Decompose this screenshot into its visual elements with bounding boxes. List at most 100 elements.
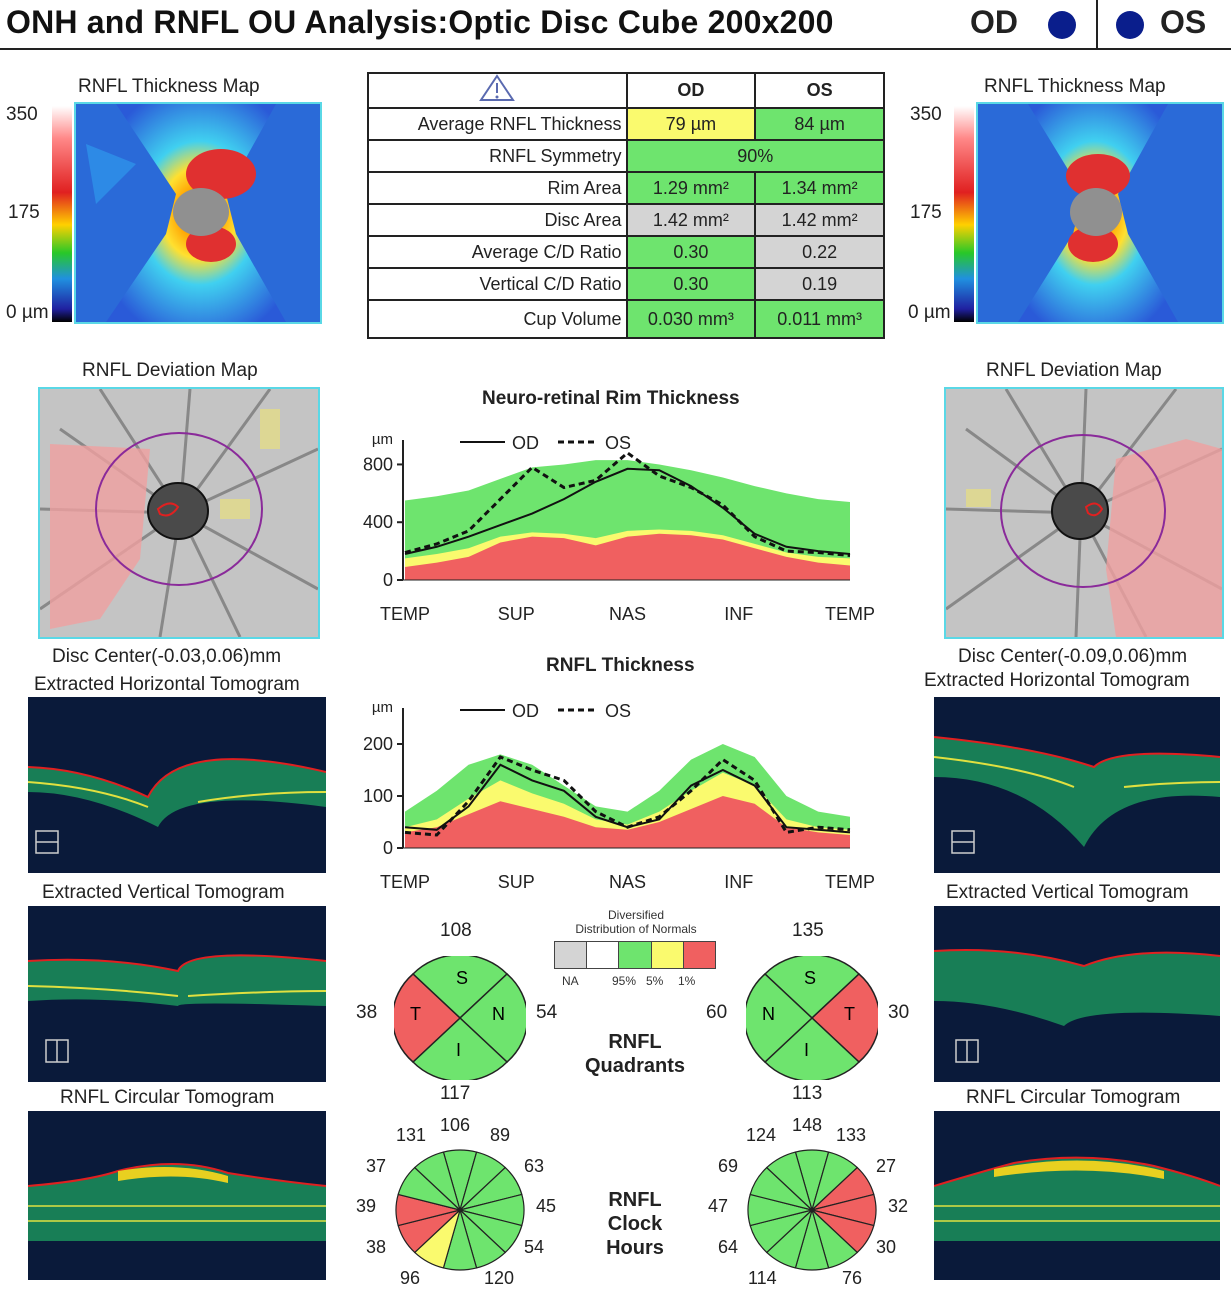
parameter-table: OD OS Average RNFL Thickness 79 µm 84 µm…: [367, 72, 885, 339]
os-eye-dot-icon: [1116, 11, 1144, 39]
od-label: OD: [970, 4, 1018, 40]
os-clock-value: 47: [708, 1196, 729, 1216]
clock-title-line1: RNFL: [608, 1189, 662, 1211]
normals-legend-heading: Distribution of Normals: [575, 922, 697, 936]
os-clock-value: 76: [842, 1268, 863, 1288]
quadrant-pie-os: S T I N: [746, 956, 878, 1080]
y-tick-label: 100: [363, 786, 393, 806]
scale-min-od: 0 µm: [6, 302, 49, 323]
quad-os-i-value: 113: [792, 1083, 823, 1104]
deviation-map-os: [944, 387, 1224, 639]
x-tick-label: SUP: [498, 604, 535, 624]
color-scale-os: [954, 106, 974, 322]
param-name: Rim Area: [367, 171, 628, 205]
quad-os-s: [763, 956, 861, 1020]
quad-os-t-label: T: [844, 1004, 855, 1024]
clock-title-line2: Clock: [607, 1213, 663, 1235]
rim-chart-title: Neuro-retinal Rim Thickness: [482, 388, 740, 409]
x-tick-label: INF: [724, 872, 753, 892]
param-od-value: 0.30: [625, 235, 757, 269]
outside-normal-band: [405, 533, 850, 580]
quad-od-n: [458, 972, 526, 1064]
deviation-map-title-od: RNFL Deviation Map: [82, 360, 258, 381]
param-os-value: 0.22: [754, 235, 885, 269]
vertical-tomogram-od: [28, 906, 326, 1082]
legend-95-label: 95%: [612, 974, 637, 988]
param-symmetry-value: 90%: [625, 139, 885, 173]
od-eye-dot-icon: [1048, 11, 1076, 39]
x-tick-label: NAS: [609, 604, 646, 624]
os-clock-value: 27: [876, 1156, 897, 1176]
od-clock-value: 89: [490, 1125, 511, 1145]
header-divider: [1096, 0, 1098, 48]
legend-green-swatch: [619, 942, 652, 968]
horizontal-tomogram-title-os: Extracted Horizontal Tomogram: [924, 670, 1190, 691]
deviation-map-title-os: RNFL Deviation Map: [986, 360, 1162, 381]
os-clock-sector: [765, 1151, 814, 1212]
thickness-map-od: [74, 102, 322, 324]
od-clock-value: 38: [366, 1237, 387, 1257]
os-clock-value: 114: [748, 1268, 777, 1288]
col-header-od: OD: [625, 72, 757, 109]
clock-hours-pie-od: [395, 1149, 525, 1271]
od-clock-value: 63: [524, 1156, 545, 1176]
scale-mid-os: 175: [910, 202, 942, 223]
horizontal-tomogram-od: [28, 697, 326, 873]
os-legend-label: OS: [605, 433, 631, 453]
os-legend-label: OS: [605, 701, 631, 721]
clock-hours-title: RNFL Clock Hours: [580, 1188, 690, 1260]
quadrants-title-line2: Quadrants: [584, 1055, 686, 1077]
normals-legend: [554, 941, 716, 969]
param-od-value: 1.42 mm²: [625, 203, 757, 237]
quad-od-s-value: 108: [440, 920, 472, 941]
x-tick-label: TEMP: [825, 872, 875, 892]
circular-tomogram-title-os: RNFL Circular Tomogram: [966, 1087, 1181, 1108]
os-clock-value: 64: [718, 1237, 739, 1257]
quad-od-t: [394, 972, 462, 1064]
os-clock-value: 32: [888, 1196, 909, 1216]
od-clock-sector: [413, 1151, 462, 1212]
quad-os-t-value: 30: [888, 1002, 910, 1023]
outside-normal-band: [405, 796, 850, 848]
disc-center-od: Disc Center(-0.03,0.06)mm: [52, 646, 282, 667]
horizontal-tomogram-title-od: Extracted Horizontal Tomogram: [34, 674, 300, 695]
param-os-value: 1.34 mm²: [754, 171, 885, 205]
os-label: OS: [1160, 4, 1207, 40]
x-tick-label: INF: [724, 604, 753, 624]
quadrants-title: RNFL Quadrants: [560, 1030, 710, 1078]
warning-triangle-icon: [479, 74, 516, 101]
disc-center-os: Disc Center(-0.09,0.06)mm: [958, 646, 1188, 667]
param-od-value: 0.030 mm³: [625, 299, 757, 339]
param-os-value: 0.011 mm³: [754, 299, 885, 339]
vertical-tomogram-title-od: Extracted Vertical Tomogram: [42, 882, 285, 903]
header-underline: [0, 48, 1231, 50]
legend-na-swatch: [555, 942, 588, 968]
quad-os-s-value: 135: [792, 920, 824, 941]
os-clock-value: 148: [792, 1115, 823, 1135]
quad-od-n-value: 54: [536, 1002, 558, 1023]
os-series-line: [404, 450, 851, 557]
quad-od-i-label: I: [456, 1040, 461, 1060]
clock-hours-pie-os: [747, 1149, 877, 1271]
scale-max-od: 350: [6, 104, 38, 125]
param-od-value: 1.29 mm²: [625, 171, 757, 205]
vertical-tomogram-title-os: Extracted Vertical Tomogram: [946, 882, 1189, 903]
od-legend-label: OD: [512, 433, 539, 453]
os-series-line: [404, 755, 851, 837]
deviation-map-od: [38, 387, 320, 639]
rim-thickness-chart: 0 400 800 µm TEMP SUP NAS INF TEMP OD OS: [363, 431, 875, 624]
y-tick-label: 800: [363, 454, 393, 474]
clock-title-line3: Hours: [606, 1237, 664, 1259]
normals-legend-title: Diversified Distribution of Normals: [556, 908, 716, 936]
quad-os-t: [810, 972, 878, 1064]
horizontal-tomogram-os: [934, 697, 1220, 873]
scale-min-os: 0 µm: [908, 302, 951, 323]
quad-os-n: [746, 972, 814, 1064]
legend-white-swatch: [587, 942, 620, 968]
quad-od-t-value: 38: [356, 1002, 378, 1023]
legend-red-swatch: [683, 942, 716, 968]
quad-od-n-label: N: [492, 1004, 505, 1024]
param-name: RNFL Symmetry: [367, 139, 628, 173]
legend-yellow-swatch: [651, 942, 684, 968]
thickness-map-title-os: RNFL Thickness Map: [984, 76, 1166, 97]
